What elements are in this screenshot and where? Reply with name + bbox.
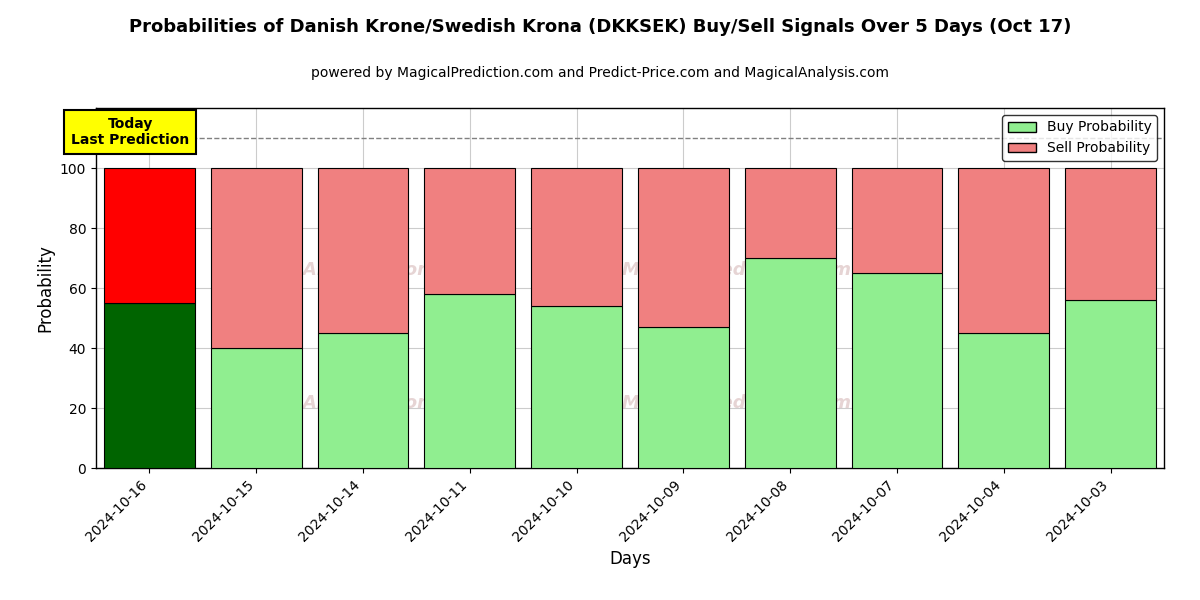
Bar <box>532 306 622 468</box>
Bar <box>638 168 728 327</box>
Bar <box>211 348 301 468</box>
Bar <box>1066 300 1156 468</box>
Text: MagicalPrediction.com: MagicalPrediction.com <box>622 394 852 412</box>
X-axis label: Days: Days <box>610 550 650 568</box>
Text: powered by MagicalPrediction.com and Predict-Price.com and MagicalAnalysis.com: powered by MagicalPrediction.com and Pre… <box>311 66 889 80</box>
Y-axis label: Probability: Probability <box>36 244 54 332</box>
Bar <box>425 294 515 468</box>
Bar <box>318 168 408 333</box>
Legend: Buy Probability, Sell Probability: Buy Probability, Sell Probability <box>1002 115 1157 161</box>
Bar <box>959 168 1049 333</box>
Text: MagicalAnalysis.com: MagicalAnalysis.com <box>226 394 437 412</box>
Text: MagicalPrediction.com: MagicalPrediction.com <box>622 261 852 279</box>
Bar <box>852 168 942 273</box>
Bar <box>638 327 728 468</box>
Text: MagicalAnalysis.com: MagicalAnalysis.com <box>226 261 437 279</box>
Bar <box>104 168 194 303</box>
Bar <box>745 258 835 468</box>
Text: Probabilities of Danish Krone/Swedish Krona (DKKSEK) Buy/Sell Signals Over 5 Day: Probabilities of Danish Krone/Swedish Kr… <box>128 18 1072 36</box>
Bar <box>104 303 194 468</box>
Bar <box>425 168 515 294</box>
Bar <box>959 333 1049 468</box>
Bar <box>1066 168 1156 300</box>
Bar <box>532 168 622 306</box>
Text: Today
Last Prediction: Today Last Prediction <box>71 117 190 147</box>
Bar <box>211 168 301 348</box>
Bar <box>745 168 835 258</box>
Bar <box>318 333 408 468</box>
Bar <box>852 273 942 468</box>
